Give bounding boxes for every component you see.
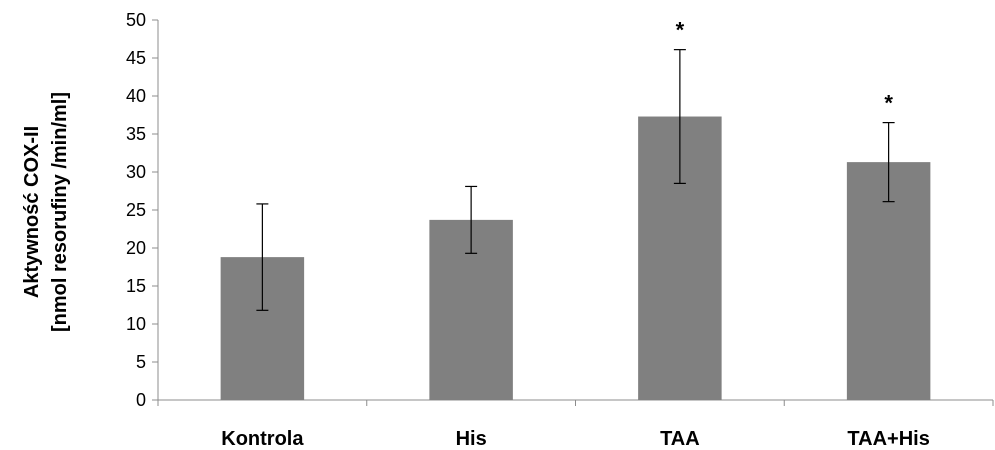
significance-marks: **: [676, 18, 894, 116]
significance-asterisk: *: [676, 18, 685, 43]
error-bars: [256, 49, 895, 311]
bars: [220, 116, 931, 401]
y-axis-title-line-1: Aktywność COX-II: [21, 126, 43, 298]
y-tick-label: 50: [126, 10, 146, 30]
y-tick-label: 15: [126, 276, 146, 296]
y-axis-title: Aktywność COX-II [nmol resorufiny /min/m…: [21, 92, 71, 332]
y-tick-label: 45: [126, 48, 146, 68]
y-axis-title-line-2: [nmol resorufiny /min/ml]: [49, 92, 71, 332]
x-axis-ticks: [157, 400, 994, 406]
category-labels: Kontrola His TAA TAA+His: [221, 428, 930, 450]
y-tick-label: 30: [126, 162, 146, 182]
y-tick-label: 0: [136, 390, 146, 410]
category-label: TAA+His: [847, 428, 929, 450]
y-axis-ticks: 0 5 10 15 20 25 30 35 40 45 50: [126, 10, 158, 410]
category-label: His: [456, 428, 487, 450]
significance-asterisk: *: [884, 91, 893, 116]
category-label: TAA: [660, 428, 700, 450]
y-tick-label: 35: [126, 124, 146, 144]
y-tick-label: 10: [126, 314, 146, 334]
y-tick-label: 5: [136, 352, 146, 372]
y-tick-label: 40: [126, 86, 146, 106]
y-tick-label: 20: [126, 238, 146, 258]
category-label: Kontrola: [221, 428, 304, 450]
y-tick-label: 25: [126, 200, 146, 220]
